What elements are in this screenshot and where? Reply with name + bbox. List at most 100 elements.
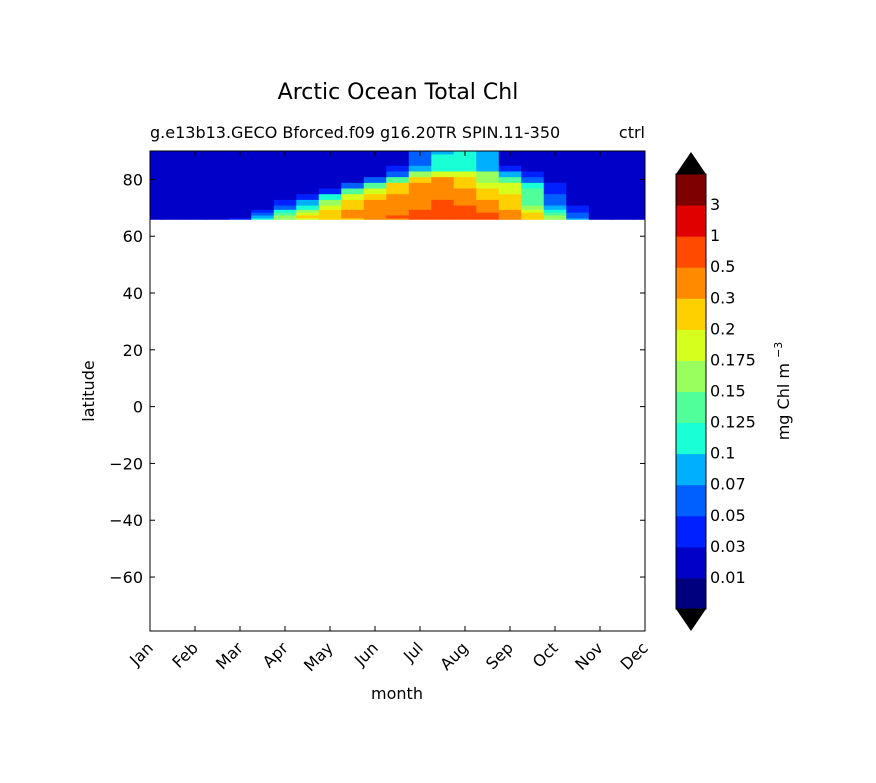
heatmap-cell: [386, 193, 410, 200]
heatmap-cell: [386, 151, 410, 155]
heatmap-cell: [273, 212, 297, 216]
heatmap-cell: [228, 212, 252, 216]
colorbar-tick-label: 0.05: [710, 506, 746, 525]
heatmap-cell: [453, 209, 477, 213]
colorbar-tick-label: 0.3: [710, 288, 735, 307]
heatmap-cell: [431, 212, 455, 216]
heatmap-cell: [588, 212, 612, 216]
heatmap-cell: [318, 159, 342, 166]
heatmap-cell: [206, 170, 230, 178]
heatmap-cell: [341, 153, 365, 161]
heatmap-cell: [251, 193, 275, 200]
heatmap-cell: [588, 182, 612, 189]
y-axis: 80 60 40 20 0 −20 −40 −60: [109, 170, 645, 587]
heatmap-cell: [228, 153, 252, 161]
heatmap-cell: [386, 153, 410, 161]
heatmap-cell: [453, 165, 477, 172]
heatmap-cell: [476, 187, 500, 195]
heatmap-cell: [296, 182, 320, 189]
heatmap-cell: [183, 182, 207, 189]
heatmap-cell: [408, 187, 432, 195]
heatmap-cell: [363, 204, 387, 210]
x-tick-label: Aug: [436, 638, 472, 674]
heatmap-cell: [543, 193, 567, 200]
colorbar-label: mg Chl m −3: [772, 342, 793, 441]
heatmap-cell: [206, 199, 230, 206]
heatmap-cell: [150, 214, 162, 219]
heatmap-cell: [206, 153, 230, 161]
heatmap-cell: [363, 193, 387, 200]
heatmap-cell: [476, 209, 500, 213]
heatmap-cell: [386, 187, 410, 195]
x-tick-label: Mar: [212, 638, 247, 673]
heatmap-cell: [566, 217, 590, 220]
heatmap-cell: [521, 199, 545, 206]
heatmap-cell: [318, 214, 342, 219]
heatmap-cell: [228, 176, 252, 183]
colorbar-tick-label: 0.2: [710, 319, 735, 338]
heatmap-cell: [363, 153, 387, 161]
heatmap-cell: [633, 214, 645, 219]
heatmap-cell: [453, 193, 477, 200]
heatmap-cell: [273, 165, 297, 172]
heatmap-cell: [431, 151, 455, 155]
x-tick-label: Jul: [399, 638, 427, 666]
colorbar-extend-min: [676, 609, 706, 631]
heatmap-cell: [206, 209, 230, 213]
heatmap-cell: [161, 170, 185, 178]
heatmap-cell: [611, 151, 635, 155]
heatmap-cell: [588, 193, 612, 200]
heatmap-cell: [296, 209, 320, 213]
heatmap-cell: [566, 153, 590, 161]
heatmap-cell: [588, 199, 612, 206]
heatmap-cell: [296, 204, 320, 210]
colorbar-segment: [676, 484, 706, 517]
heatmap-cell: [476, 212, 500, 216]
heatmap-cell: [228, 159, 252, 166]
heatmap-cell: [386, 214, 410, 219]
heatmap-cell: [521, 204, 545, 210]
heatmap-cell: [543, 209, 567, 213]
heatmap-cell: [408, 204, 432, 210]
heatmap-cell: [183, 170, 207, 178]
heatmap-cell: [318, 182, 342, 189]
heatmap-cell: [431, 193, 455, 200]
heatmap-cell: [521, 193, 545, 200]
heatmap-cell: [633, 170, 645, 178]
colorbar-tick-label: 1: [710, 226, 720, 245]
colorbar-tick-label: 0.125: [710, 413, 756, 432]
colorbar-segment: [676, 236, 706, 268]
heatmap-cell: [251, 204, 275, 210]
heatmap-cell: [408, 153, 432, 161]
colorbar-segment: [676, 391, 706, 424]
heatmap-cell: [206, 159, 230, 166]
heatmap-cell: [521, 165, 545, 172]
heatmap-cell: [498, 182, 522, 189]
heatmap-cell: [206, 187, 230, 195]
y-tick-label: 20: [123, 341, 143, 360]
heatmap-cell: [206, 214, 230, 219]
heatmap-cell: [476, 153, 500, 161]
heatmap-cell: [161, 204, 185, 210]
heatmap-cell: [408, 176, 432, 183]
heatmap-cell: [318, 212, 342, 216]
heatmap-cell: [228, 187, 252, 195]
colorbar-tick-label: 0.15: [710, 382, 746, 401]
heatmap-cell: [183, 209, 207, 213]
y-tick-label: −40: [109, 511, 143, 530]
heatmap-cell: [363, 176, 387, 183]
heatmap-cell: [161, 187, 185, 195]
heatmap-cell: [296, 153, 320, 161]
x-tick-label: Jun: [350, 638, 382, 670]
heatmap-cell: [566, 212, 590, 216]
heatmap-cell: [206, 204, 230, 210]
heatmap-cell: [476, 193, 500, 200]
heatmap-cell: [318, 199, 342, 206]
colorbar-segment: [676, 546, 706, 579]
colorbar-tick-label: 0.03: [710, 537, 746, 556]
heatmap-cell: [521, 151, 545, 155]
heatmap-cell: [566, 214, 590, 219]
heatmap-cell: [386, 165, 410, 172]
heatmap-cell: [161, 176, 185, 183]
colorbar-segment: [676, 205, 706, 237]
